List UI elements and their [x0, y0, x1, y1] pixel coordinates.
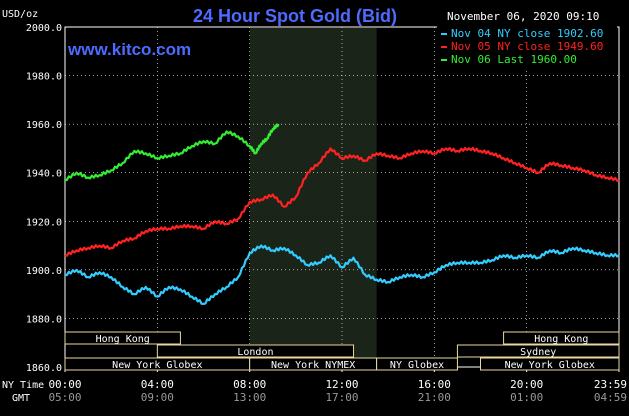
ny-time-tick-label: 23:59	[594, 378, 627, 391]
brand-link[interactable]: www.kitco.com	[67, 40, 191, 59]
gmt-time-tick-label: 05:00	[48, 391, 81, 404]
gmt-label: GMT	[12, 393, 30, 404]
ny-time-label: NY Time	[2, 380, 44, 391]
ny-time-tick-label: 20:00	[510, 378, 543, 391]
y-tick-label: 1880.0	[26, 314, 62, 325]
gmt-time-tick-label: 04:59	[594, 391, 627, 404]
ny-time-tick-label: 16:00	[418, 378, 451, 391]
gmt-time-ticks: 05:00 09:00 13:00 17:00 21:00 01:00 04:59	[48, 391, 627, 404]
gmt-time-tick-label: 17:00	[325, 391, 358, 404]
session-label: New York Globex	[505, 360, 595, 371]
session-label: NY Globex	[390, 360, 444, 371]
gmt-time-tick-label: 01:00	[510, 391, 543, 404]
legend-entry: Nov 04 NY close 1902.60	[451, 27, 603, 40]
session-label: New York NYMEX	[271, 360, 355, 371]
y-axis-unit-label: USD/oz	[2, 9, 38, 20]
y-tick-label: 1940.0	[26, 169, 62, 180]
gmt-time-tick-label: 21:00	[418, 391, 451, 404]
y-tick-label: 1900.0	[26, 266, 62, 277]
session-bar	[503, 331, 620, 345]
session-label: Hong Kong	[534, 334, 588, 345]
y-tick-labels: 2000.0 1980.0 1960.0 1940.0 1920.0 1900.0 1880…	[26, 23, 62, 374]
y-tick-label: 1860.0	[26, 363, 62, 374]
series-line	[64, 146, 620, 257]
ny-time-tick-label: 00:00	[48, 378, 81, 391]
session-label: Sydney	[520, 347, 556, 358]
chart-timestamp: November 06, 2020 09:10	[447, 10, 599, 23]
series-line	[65, 123, 280, 182]
session-label: New York Globex	[112, 360, 202, 371]
series-line	[64, 244, 620, 305]
session-bar	[376, 357, 458, 371]
legend-box	[437, 26, 617, 68]
ny-time-tick-label: 12:00	[325, 378, 358, 391]
y-tick-label: 1980.0	[26, 72, 62, 83]
y-tick-label: 2000.0	[26, 23, 62, 34]
legend-entry: Nov 05 NY close 1949.60	[451, 40, 603, 53]
y-tick-label: 1960.0	[26, 120, 62, 131]
session-bar	[456, 344, 620, 358]
ny-time-tick-label: 04:00	[141, 378, 174, 391]
ny-time-tick-label: 08:00	[233, 378, 266, 391]
session-label: Hong Kong	[96, 334, 150, 345]
legend-entry: Nov 06 Last 1960.00	[451, 53, 577, 66]
market-sessions: Hong Kong London New York Globex New York N…	[64, 331, 620, 371]
session-label: London	[237, 347, 273, 358]
chart-title: 24 Hour Spot Gold (Bid)	[193, 6, 397, 26]
session-bar	[64, 331, 181, 345]
session-bar	[156, 344, 355, 358]
gmt-time-tick-label: 09:00	[141, 391, 174, 404]
price-series	[64, 123, 620, 305]
gmt-time-tick-label: 13:00	[233, 391, 266, 404]
session-bar	[480, 357, 620, 371]
ny-time-ticks: 00:00 04:00 08:00 12:00 16:00 20:00 23:59	[48, 378, 627, 391]
y-tick-label: 1920.0	[26, 217, 62, 228]
